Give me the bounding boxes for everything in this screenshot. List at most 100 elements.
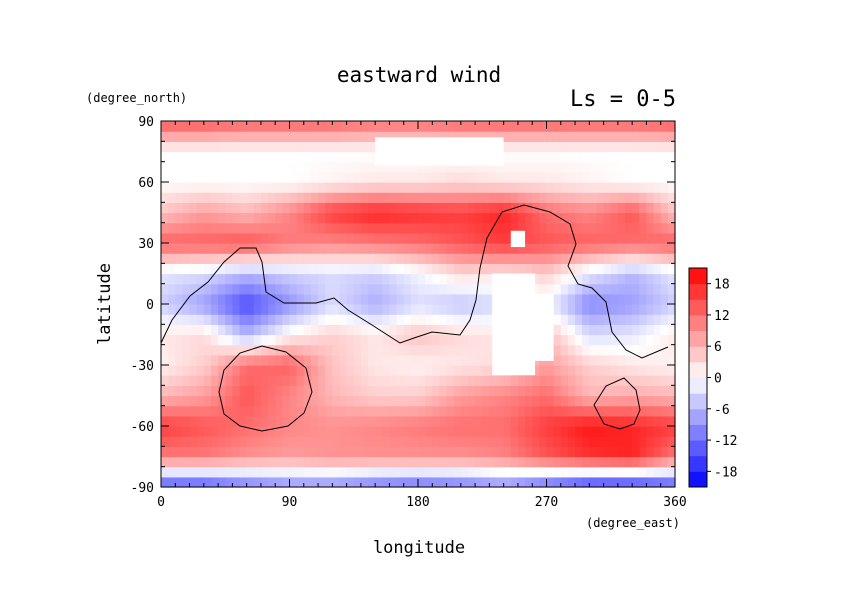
- heatmap-cell: [203, 426, 212, 437]
- heatmap-cell: [382, 375, 391, 386]
- heatmap-cell: [525, 171, 533, 183]
- heatmap-cell: [553, 121, 562, 132]
- heatmap-cell: [218, 415, 226, 427]
- heatmap-cell: [332, 171, 341, 183]
- heatmap-cell: [310, 263, 319, 275]
- heatmap-cell: [232, 446, 241, 458]
- heatmap-cell: [389, 446, 398, 458]
- heatmap-cell: [667, 171, 676, 183]
- heatmap-cell: [289, 141, 298, 153]
- heatmap-cell: [296, 273, 305, 285]
- heatmap-cell: [503, 385, 512, 397]
- heatmap-cell: [582, 273, 590, 285]
- heatmap-cell: [453, 375, 462, 386]
- heatmap-cell: [525, 131, 533, 142]
- heatmap-cell: [667, 212, 676, 224]
- heatmap-cell: [339, 232, 348, 244]
- heatmap-cell: [439, 222, 448, 234]
- heatmap-cell: [296, 202, 305, 214]
- heatmap-cell: [360, 334, 369, 346]
- heatmap-cell: [503, 161, 512, 173]
- heatmap-cell: [161, 426, 169, 437]
- heatmap-cell: [275, 334, 283, 346]
- heatmap-cell: [239, 151, 248, 163]
- heatmap-cell: [667, 253, 676, 264]
- heatmap-cell: [246, 324, 255, 336]
- heatmap-cell: [175, 385, 184, 397]
- heatmap-cell: [203, 121, 212, 132]
- heatmap-cell: [289, 273, 298, 285]
- heatmap-cell: [467, 283, 476, 295]
- heatmap-cell: [432, 243, 441, 254]
- heatmap-cell: [610, 466, 619, 478]
- heatmap-cell: [161, 212, 169, 224]
- heatmap-cell: [196, 314, 205, 325]
- heatmap-cell: [446, 395, 455, 407]
- heatmap-cell: [496, 121, 505, 132]
- heatmap-cell: [253, 365, 262, 376]
- heatmap-cell: [289, 161, 298, 173]
- heatmap-cell: [653, 161, 662, 173]
- heatmap-cell: [289, 324, 298, 336]
- heatmap-cell: [161, 283, 169, 295]
- heatmap-cell: [489, 385, 498, 397]
- heatmap-cell: [275, 253, 283, 264]
- heatmap-cell: [553, 354, 562, 366]
- heatmap-cell: [460, 171, 469, 183]
- heatmap-cell: [246, 304, 255, 315]
- heatmap-cell: [546, 131, 555, 142]
- heatmap-cell: [532, 222, 540, 234]
- heatmap-cell: [589, 375, 598, 386]
- heatmap-cell: [325, 344, 333, 356]
- heatmap-cell: [667, 131, 676, 142]
- heatmap-cell: [210, 395, 219, 407]
- heatmap-cell: [210, 121, 219, 132]
- heatmap-cell: [225, 161, 233, 173]
- heatmap-cell: [182, 334, 191, 346]
- x-axis-label: longitude: [373, 538, 465, 558]
- heatmap-cell: [375, 243, 383, 254]
- heatmap-cell: [589, 171, 598, 183]
- heatmap-cell: [189, 293, 198, 305]
- heatmap-cell: [325, 436, 333, 447]
- heatmap-cell: [360, 212, 369, 224]
- heatmap-cell: [553, 395, 562, 407]
- heatmap-cell: [332, 141, 341, 153]
- heatmap-cell: [182, 466, 191, 478]
- colorbar-cell: [689, 455, 707, 472]
- heatmap-cell: [582, 243, 590, 254]
- heatmap-cell: [246, 121, 255, 132]
- heatmap-cell: [610, 324, 619, 336]
- heatmap-cell: [503, 476, 512, 488]
- heatmap-cell: [432, 405, 441, 417]
- heatmap-cell: [339, 141, 348, 153]
- heatmap-cell: [275, 395, 283, 407]
- heatmap-cell: [539, 161, 548, 173]
- heatmap-cell: [325, 131, 333, 142]
- heatmap-cell: [446, 202, 455, 214]
- heatmap-cell: [268, 466, 276, 478]
- heatmap-cell: [275, 273, 283, 285]
- heatmap-cell: [268, 365, 276, 376]
- heatmap-cell: [382, 385, 391, 397]
- heatmap-cell: [382, 202, 391, 214]
- heatmap-cell: [289, 283, 298, 295]
- heatmap-cell: [432, 395, 441, 407]
- heatmap-cell: [610, 273, 619, 285]
- heatmap-cell: [660, 304, 669, 315]
- heatmap-cell: [318, 273, 326, 285]
- heatmap-cell: [382, 304, 391, 315]
- heatmap-cell: [453, 171, 462, 183]
- heatmap-cell: [439, 385, 448, 397]
- heatmap-cell: [282, 395, 291, 407]
- heatmap-cell: [553, 446, 562, 458]
- heatmap-cell: [603, 283, 612, 295]
- heatmap-cell: [639, 395, 648, 407]
- heatmap-cell: [546, 161, 555, 173]
- heatmap-cell: [210, 354, 219, 366]
- heatmap-cell: [582, 293, 590, 305]
- heatmap-cell: [168, 283, 176, 295]
- heatmap-cell: [225, 293, 233, 305]
- contour-crater: [218, 345, 313, 432]
- heatmap-cell: [403, 385, 412, 397]
